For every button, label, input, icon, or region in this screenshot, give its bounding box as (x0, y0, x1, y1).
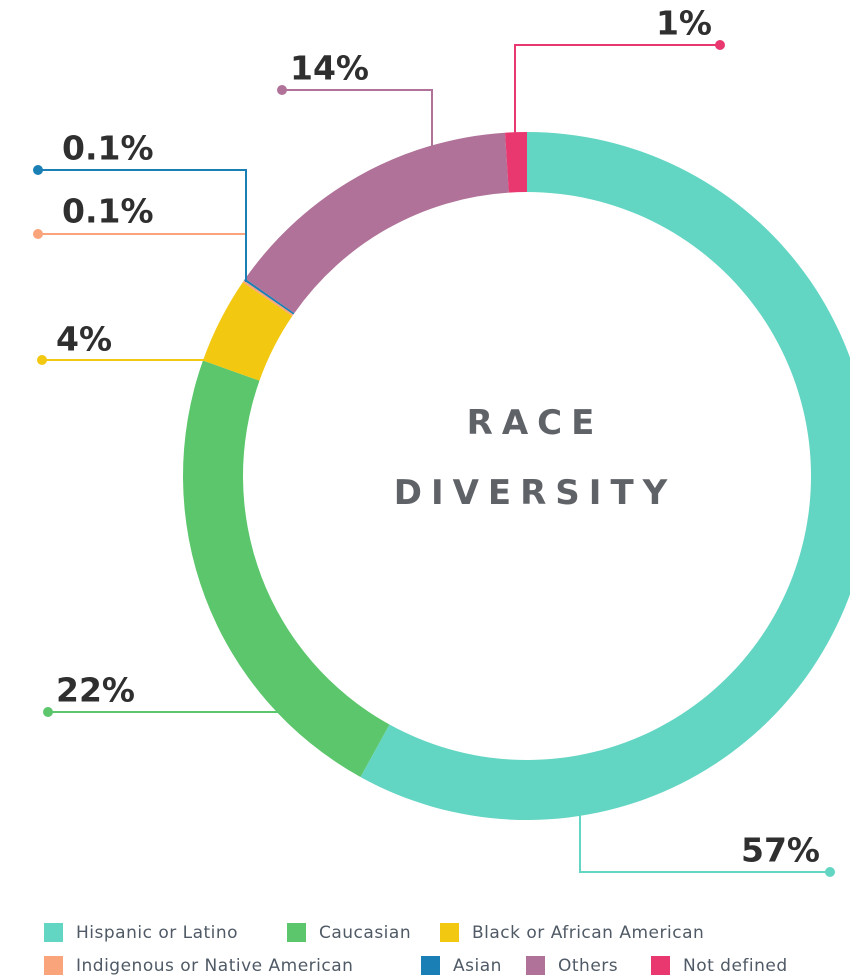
donut-segment (505, 132, 527, 193)
data-label: 1% (656, 4, 712, 43)
legend-label: Others (558, 956, 618, 975)
donut-segment (243, 278, 295, 315)
legend-swatch (526, 956, 545, 975)
leader-dot (33, 229, 43, 239)
legend-label: Black or African American (472, 923, 704, 943)
leader-line (579, 815, 830, 873)
donut-segment (202, 282, 293, 381)
legend-label: Caucasian (319, 923, 411, 943)
legend-swatch (421, 956, 440, 975)
data-label: 0.1% (62, 192, 154, 231)
data-label: 57% (741, 831, 820, 870)
legend-swatch (440, 923, 459, 942)
data-label: 14% (290, 49, 369, 88)
legend-swatch (287, 923, 306, 942)
data-label: 0.1% (62, 129, 154, 168)
leader-dot (33, 165, 43, 175)
legend-label: Indigenous or Native American (76, 956, 353, 975)
leader-line (514, 44, 720, 133)
leader-dot (825, 867, 835, 877)
donut-segment (183, 360, 390, 777)
chart-title: RACE DIVERSITY (393, 403, 677, 513)
leader-dot (37, 355, 47, 365)
legend-swatch (651, 956, 670, 975)
donut-segment (245, 132, 509, 314)
leader-dot (43, 707, 53, 717)
leader-dot (715, 40, 725, 50)
legend-swatch (44, 956, 63, 975)
leader-line (38, 233, 247, 280)
legend-label: Asian (453, 956, 502, 975)
data-label: 4% (56, 320, 112, 359)
legend-label: Not defined (683, 956, 788, 975)
donut-segment (360, 132, 850, 820)
leader-line (38, 169, 247, 282)
donut-segment (242, 280, 294, 317)
leader-dot (277, 85, 287, 95)
data-label: 22% (56, 671, 135, 710)
legend-label: Hispanic or Latino (76, 923, 238, 943)
leader-line (282, 89, 433, 146)
legend-swatch (44, 923, 63, 942)
